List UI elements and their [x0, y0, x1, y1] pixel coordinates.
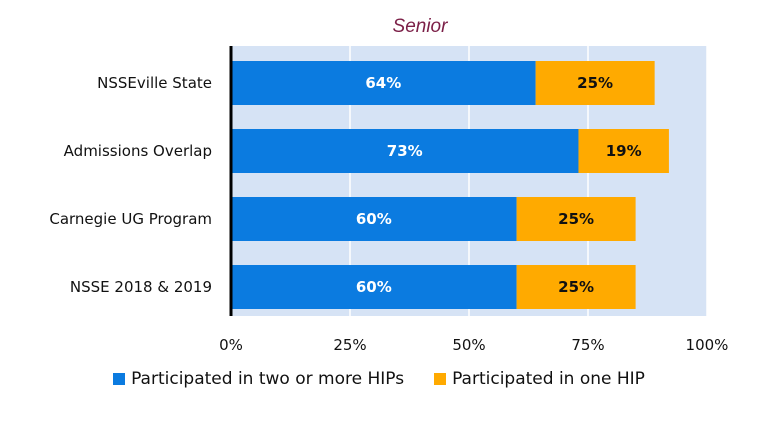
category-label: NSSEville State	[97, 74, 212, 92]
data-label: 25%	[577, 74, 613, 92]
bar-segment	[231, 129, 579, 173]
bar-segment	[231, 197, 517, 241]
data-label: 25%	[558, 278, 594, 296]
data-label: 19%	[606, 142, 642, 160]
legend-swatch-two-or-more	[113, 373, 126, 385]
legend-item-two-or-more: Participated in two or more HIPs	[113, 369, 404, 389]
data-label: 60%	[356, 210, 392, 228]
bar-segment	[231, 265, 517, 309]
legend-swatch-one	[434, 373, 447, 385]
data-label: 25%	[558, 210, 594, 228]
legend-label-one: Participated in one HIP	[452, 369, 645, 389]
x-tick-label: 100%	[686, 336, 729, 354]
bar-segment	[535, 61, 655, 105]
bar-segment	[516, 265, 636, 309]
category-label: Carnegie UG Program	[49, 210, 212, 228]
x-tick-label: 50%	[452, 336, 485, 354]
data-label: 60%	[356, 278, 392, 296]
category-label: NSSE 2018 & 2019	[70, 278, 212, 296]
x-tick-label: 75%	[571, 336, 604, 354]
data-label: 64%	[365, 74, 401, 92]
x-tick-label: 0%	[219, 336, 243, 354]
bar-segment	[231, 61, 536, 105]
legend-label-two-or-more: Participated in two or more HIPs	[131, 369, 405, 389]
bar-segment	[578, 129, 669, 173]
bar-segment	[516, 197, 636, 241]
legend: Participated in two or more HIPs Partici…	[0, 369, 758, 389]
data-label: 73%	[387, 142, 423, 160]
category-label: Admissions Overlap	[64, 142, 212, 160]
x-tick-label: 25%	[333, 336, 366, 354]
legend-item-one: Participated in one HIP	[434, 369, 645, 389]
chart-title: Senior	[392, 16, 448, 37]
